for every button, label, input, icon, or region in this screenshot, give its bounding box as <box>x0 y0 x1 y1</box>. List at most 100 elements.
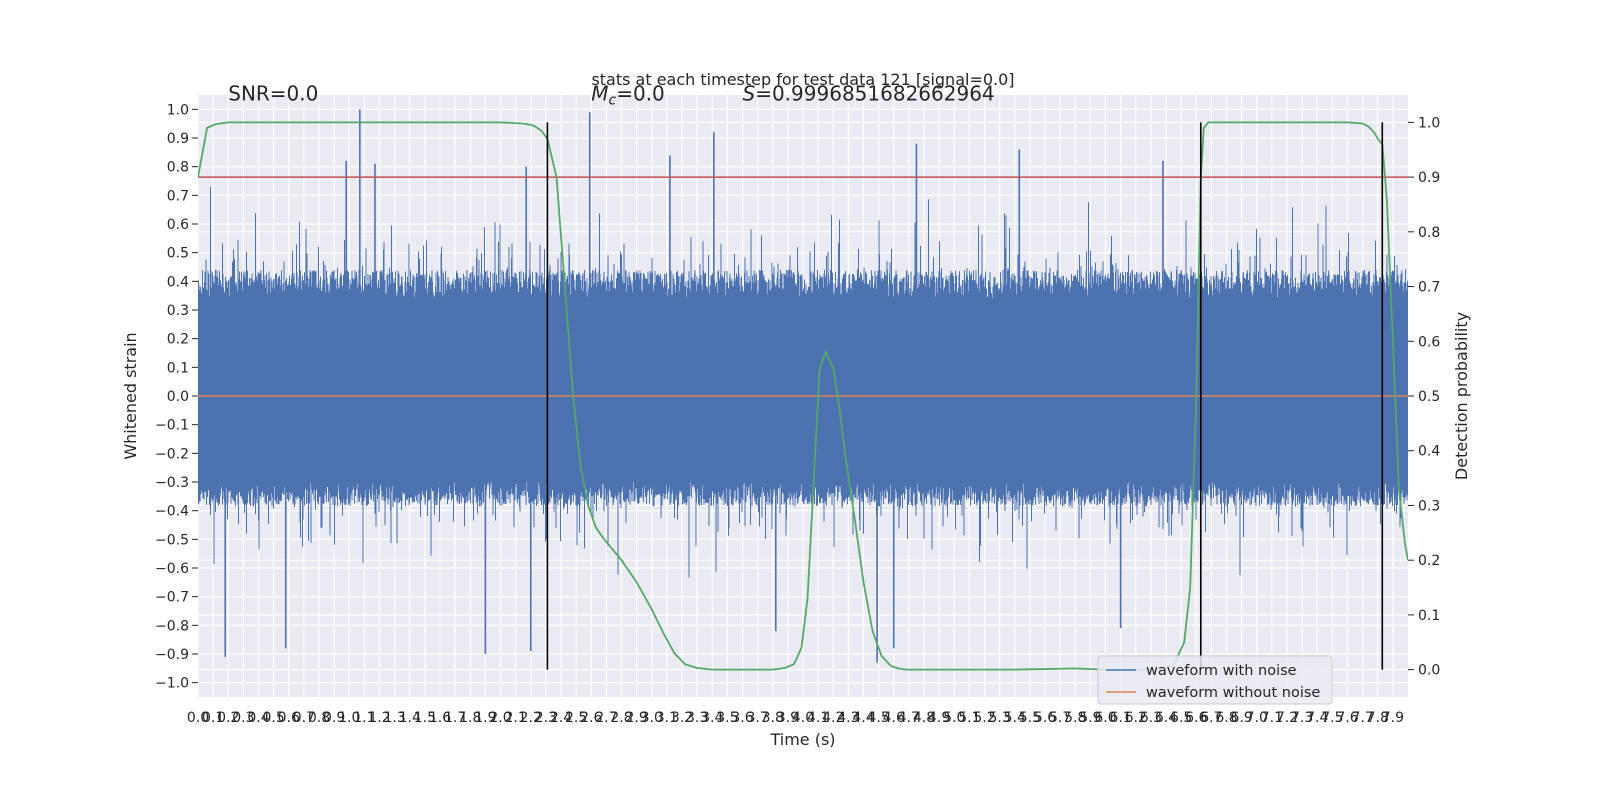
x-tick-label: 2.4 <box>550 710 572 726</box>
x-tick-label: 1.0 <box>338 710 360 726</box>
x-tick-label: 5.0 <box>943 710 965 726</box>
x-tick-label: 5.3 <box>988 710 1010 726</box>
x-tick-label: 7.2 <box>1276 710 1298 726</box>
series-detection-probability <box>198 121 1408 671</box>
x-tick-label: 7.0 <box>1246 710 1268 726</box>
plot-content <box>198 109 1408 671</box>
x-tick-label: 7.6 <box>1336 710 1358 726</box>
y-tick-label: −0.6 <box>155 561 189 577</box>
x-tick-label: 6.9 <box>1230 710 1252 726</box>
x-tick-label: 4.7 <box>898 710 920 726</box>
x-tick-label: 2.3 <box>535 710 557 726</box>
x-tick-label: 0.8 <box>308 710 330 726</box>
x-tick-label: 4.5 <box>867 710 889 726</box>
x-tick-label: 2.9 <box>625 710 647 726</box>
y-tick-label: −0.8 <box>155 618 189 634</box>
x-tick-label: 0.6 <box>278 710 300 726</box>
y-tick-label: 0.0 <box>167 389 189 405</box>
x-tick-label: 7.7 <box>1351 710 1373 726</box>
y-tick-label: −0.2 <box>155 446 189 462</box>
x-tick-label: 2.6 <box>580 710 602 726</box>
x-tick-label: 3.7 <box>746 710 768 726</box>
x-tick-label: 3.5 <box>716 710 738 726</box>
x-tick-label: 2.8 <box>610 710 632 726</box>
x-tick-label: 1.6 <box>429 710 451 726</box>
x-tick-label: 0.3 <box>232 710 254 726</box>
x-tick-label: 0.2 <box>217 710 239 726</box>
x-tick-label: 6.5 <box>1170 710 1192 726</box>
y-tick-label: 0.2 <box>167 332 189 348</box>
y-tick-label: −1.0 <box>155 676 189 692</box>
x-tick-label: 6.0 <box>1094 710 1116 726</box>
x-tick-label: 1.3 <box>383 710 405 726</box>
y-right-tick-label: 0.3 <box>1418 498 1440 514</box>
y-tick-label: 0.3 <box>167 303 189 319</box>
y-tick-label: −0.4 <box>155 504 189 520</box>
x-tick-label: 0.0 <box>187 710 209 726</box>
x-tick-label: 4.3 <box>837 710 859 726</box>
x-tick-label: 1.2 <box>368 710 390 726</box>
x-tick-label: 6.3 <box>1140 710 1162 726</box>
x-tick-label: 4.2 <box>822 710 844 726</box>
x-tick-label: 1.4 <box>399 710 421 726</box>
x-tick-label: 3.4 <box>701 710 723 726</box>
y-right-tick-label: 0.7 <box>1418 280 1440 296</box>
y-right-tick-label: 0.9 <box>1418 170 1440 186</box>
legend-label: waveform without noise <box>1146 685 1320 701</box>
x-tick-label: 0.9 <box>323 710 345 726</box>
x-tick-label: 6.7 <box>1200 710 1222 726</box>
annotation-snr: SNR=0.0 <box>228 82 318 106</box>
x-tick-label: 3.8 <box>762 710 784 726</box>
x-tick-label: 6.2 <box>1125 710 1147 726</box>
annotation-significance: S=0.9996851682662964 <box>743 82 995 106</box>
x-tick-label: 5.7 <box>1049 710 1071 726</box>
x-tick-label: 0.7 <box>293 710 315 726</box>
x-tick-label: 1.5 <box>414 710 436 726</box>
y-tick-label: −0.7 <box>155 590 189 606</box>
legend: waveform with noise waveform without nois… <box>1097 655 1333 705</box>
x-tick-label: 0.4 <box>247 710 269 726</box>
x-tick-label: 1.9 <box>474 710 496 726</box>
x-tick-label: 0.5 <box>262 710 284 726</box>
y-tick-label: −0.9 <box>155 647 189 663</box>
y-tick-label: 0.6 <box>167 217 189 233</box>
y-right-tick-label: 1.0 <box>1418 115 1440 131</box>
y-right-tick-label: 0.5 <box>1418 389 1440 405</box>
y-tick-label: 1.0 <box>167 102 189 118</box>
x-tick-label: 6.8 <box>1215 710 1237 726</box>
x-tick-label: 4.9 <box>928 710 950 726</box>
legend-label: waveform with noise <box>1146 663 1297 679</box>
x-tick-label: 5.6 <box>1034 710 1056 726</box>
y-tick-label: 0.4 <box>167 274 189 290</box>
y-tick-label: 0.5 <box>167 246 189 262</box>
x-tick-label: 3.6 <box>731 710 753 726</box>
series-waveform-with-noise <box>198 186 1408 578</box>
y-right-tick-label: 0.1 <box>1418 608 1440 624</box>
y-tick-label: 0.7 <box>167 188 189 204</box>
x-axis-title: Time (s) <box>769 730 835 749</box>
y-axis-title: Whitened strain <box>121 332 140 459</box>
x-tick-label: 3.2 <box>671 710 693 726</box>
x-tick-label: 7.5 <box>1321 710 1343 726</box>
y-tick-label: −0.1 <box>155 418 189 434</box>
x-tick-label: 3.1 <box>656 710 678 726</box>
x-tick-label: 6.6 <box>1185 710 1207 726</box>
x-tick-label: 7.1 <box>1261 710 1283 726</box>
x-tick-label: 7.3 <box>1291 710 1313 726</box>
x-tick-label: 5.9 <box>1079 710 1101 726</box>
x-tick-label: 1.1 <box>353 710 375 726</box>
x-tick-label: 2.2 <box>520 710 542 726</box>
y-right-tick-label: 0.6 <box>1418 334 1440 350</box>
x-tick-label: 6.4 <box>1155 710 1177 726</box>
legend-box <box>1097 655 1333 705</box>
annotation-chirp-mass: Mc=0.0 <box>591 82 665 109</box>
x-tick-label: 4.8 <box>913 710 935 726</box>
x-tick-label: 1.7 <box>444 710 466 726</box>
x-tick-label: 3.9 <box>777 710 799 726</box>
y-tick-label: 0.1 <box>167 360 189 376</box>
x-tick-label: 1.8 <box>459 710 481 726</box>
x-tick-label: 5.2 <box>973 710 995 726</box>
x-tick-label: 4.1 <box>807 710 829 726</box>
y-right-tick-label: 0.2 <box>1418 553 1440 569</box>
